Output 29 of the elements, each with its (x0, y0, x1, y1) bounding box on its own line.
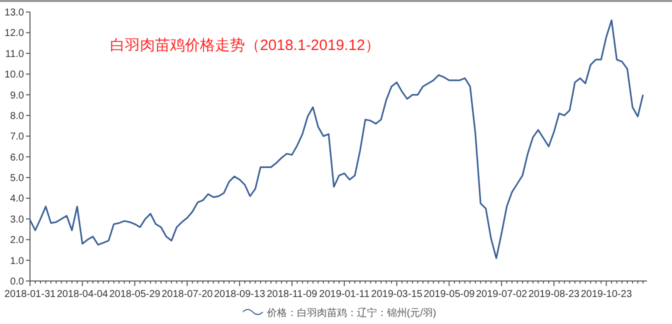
y-tick-label: 2.0 (10, 235, 24, 246)
x-tick-label: 2018-07-20 (162, 289, 214, 300)
y-tick-label: 1.0 (10, 256, 24, 267)
y-tick-label: 6.0 (10, 152, 24, 164)
y-tick-label: 9.0 (10, 90, 24, 102)
y-tick-label: 4.0 (10, 194, 24, 205)
x-tick-label: 2019-08-23 (528, 289, 580, 300)
y-tick-label: 7.0 (10, 132, 24, 143)
x-tick-label: 2019-10-23 (580, 289, 632, 300)
x-tick-label: 2018-05-29 (109, 289, 161, 300)
y-tick-label: 10.0 (4, 70, 24, 81)
x-tick-label: 2018-04-04 (56, 289, 108, 300)
x-tick-label: 2018-01-31 (4, 289, 56, 300)
x-tick-label: 2018-11-09 (266, 289, 318, 300)
y-tick-label: 3.0 (10, 214, 24, 226)
x-tick-label: 2019-01-11 (319, 289, 370, 300)
x-tick-label: 2019-05-09 (424, 289, 476, 300)
y-tick-label: 8.0 (10, 110, 24, 122)
legend-label: 价格：白羽肉苗鸡：辽宁：锦州(元/羽) (266, 307, 436, 319)
y-tick-label: 0.0 (10, 276, 24, 288)
title: 白羽肉苗鸡价格走势（2018.1-2019.12） (110, 37, 380, 54)
x-tick-label: 2019-07-02 (476, 289, 528, 300)
x-tick-label: 2019-03-15 (371, 289, 423, 300)
y-tick-label: 5.0 (10, 173, 24, 184)
y-tick-label: 12.0 (4, 28, 24, 40)
x-tick-label: 2018-09-13 (214, 289, 266, 300)
y-tick-label: 13.0 (4, 8, 24, 18)
y-tick-label: 11.0 (5, 48, 24, 60)
legend: 价格：白羽肉苗鸡：辽宁：锦州(元/羽) (242, 308, 436, 319)
